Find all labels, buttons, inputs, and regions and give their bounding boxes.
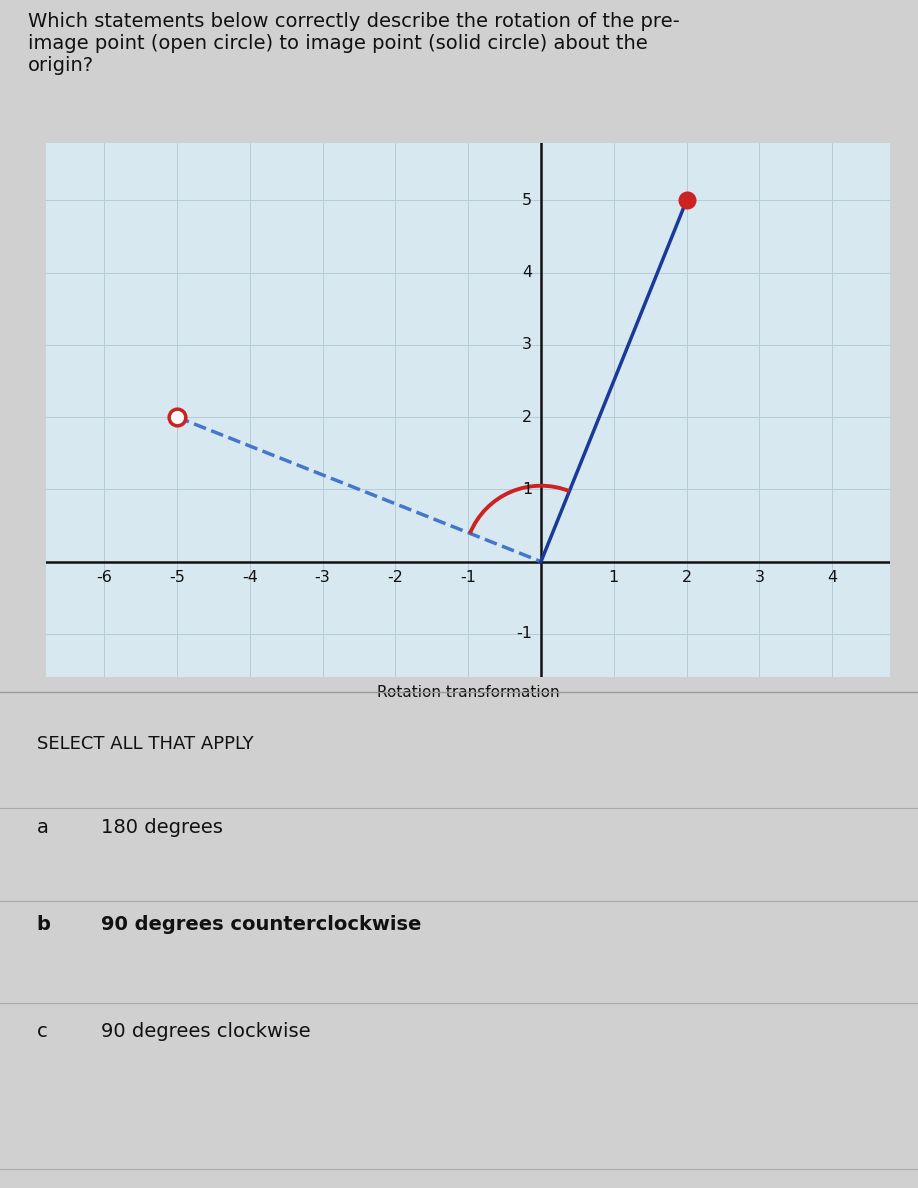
Text: 1: 1	[522, 482, 532, 497]
Text: a: a	[37, 817, 49, 836]
Text: 2: 2	[522, 410, 532, 424]
Text: Which statements below correctly describe the rotation of the pre-
image point (: Which statements below correctly describ…	[28, 12, 679, 75]
Text: -4: -4	[241, 570, 258, 586]
Text: -1: -1	[460, 570, 476, 586]
Text: -5: -5	[169, 570, 185, 586]
Text: b: b	[37, 915, 50, 934]
X-axis label: Rotation transformation: Rotation transformation	[377, 685, 559, 701]
Text: 4: 4	[827, 570, 837, 586]
Text: 4: 4	[522, 265, 532, 280]
Text: -6: -6	[96, 570, 112, 586]
Text: 2: 2	[681, 570, 691, 586]
Text: c: c	[37, 1023, 48, 1042]
Text: 1: 1	[609, 570, 619, 586]
Text: 3: 3	[755, 570, 765, 586]
Text: -1: -1	[516, 626, 532, 642]
Text: SELECT ALL THAT APPLY: SELECT ALL THAT APPLY	[37, 735, 253, 753]
Text: 90 degrees clockwise: 90 degrees clockwise	[101, 1023, 310, 1042]
Text: 90 degrees counterclockwise: 90 degrees counterclockwise	[101, 915, 421, 934]
Text: 180 degrees: 180 degrees	[101, 817, 223, 836]
Text: -3: -3	[315, 570, 330, 586]
Text: 5: 5	[522, 192, 532, 208]
Text: -2: -2	[387, 570, 403, 586]
Text: 3: 3	[522, 337, 532, 353]
